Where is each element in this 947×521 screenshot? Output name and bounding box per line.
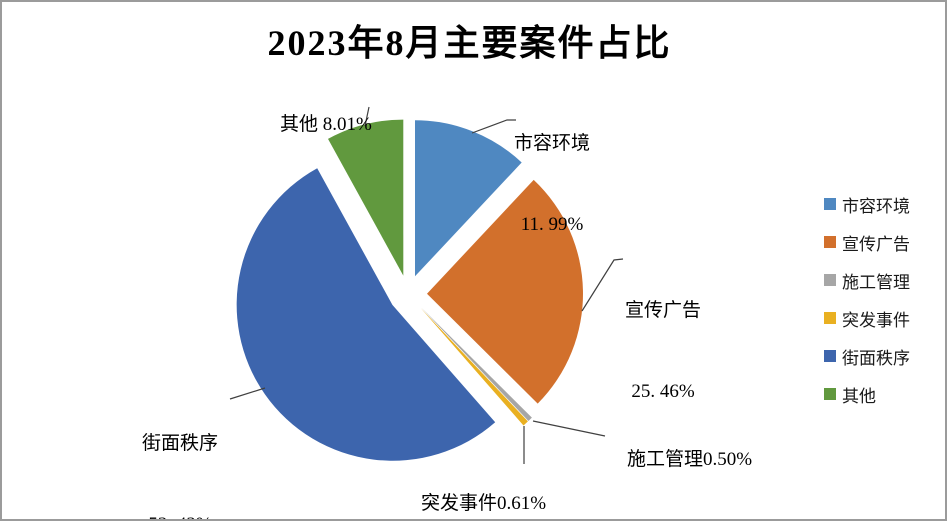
pie-slice-advertising — [427, 179, 583, 404]
legend-item-advertising: 宣传广告 — [824, 223, 910, 261]
leader-line-construction-mgmt — [532, 420, 606, 437]
data-label-value: 11. 99% — [520, 214, 584, 235]
leader-line-street-order — [229, 387, 266, 400]
data-label-category: 突发事件 — [421, 493, 498, 514]
data-label-other: 其他 8.01% — [261, 84, 372, 165]
data-label-city-appearance: 市容环境 11. 99% — [499, 76, 605, 292]
legend-label: 其他 — [842, 386, 876, 406]
leader-line-city-appearance — [471, 119, 516, 134]
legend-label: 街面秩序 — [842, 348, 910, 368]
data-label-street-order: 街面秩序 53. 43% — [136, 376, 224, 519]
data-label-category: 街面秩序 — [141, 433, 218, 454]
legend-swatch-icon — [824, 350, 836, 362]
legend-label: 宣传广告 — [842, 234, 910, 254]
legend-swatch-icon — [824, 388, 836, 400]
data-label-category: 施工管理 — [627, 449, 704, 470]
data-label-construction-mgmt: 施工管理0.50% — [608, 419, 752, 500]
chart-title: 2023年8月主要案件占比 — [267, 23, 672, 63]
legend-swatch-icon — [824, 236, 836, 248]
pie-slice-construction-mgmt — [421, 307, 532, 421]
data-label-category: 其他 — [280, 114, 319, 135]
leader-line-other — [364, 106, 370, 127]
legend-item-emergency: 突发事件 — [824, 299, 910, 337]
data-label-value: 25. 46% — [631, 381, 695, 402]
pie-slice-other — [328, 119, 404, 276]
data-label-value: 0.50% — [703, 449, 753, 470]
legend-label: 施工管理 — [842, 272, 910, 292]
data-label-advertising: 宣传广告 25. 46% — [614, 243, 712, 459]
pie-slice-city-appearance — [415, 120, 522, 277]
data-label-emergency: 突发事件0.61% — [402, 463, 547, 519]
data-label-category: 市容环境 — [513, 133, 590, 154]
pie-slice-street-order — [236, 168, 496, 461]
legend-item-construction-mgmt: 施工管理 — [824, 261, 910, 299]
legend-item-other: 其他 — [824, 375, 910, 413]
legend: 市容环境 宣传广告 施工管理 突发事件 街面秩序 其他 — [824, 185, 910, 413]
pie-slice-emergency — [420, 308, 528, 426]
legend-item-city-appearance: 市容环境 — [824, 185, 910, 223]
legend-swatch-icon — [824, 274, 836, 286]
legend-item-street-order: 街面秩序 — [824, 337, 910, 375]
data-label-value: 8.01% — [318, 114, 372, 135]
legend-swatch-icon — [824, 198, 836, 210]
data-label-category: 宣传广告 — [624, 300, 701, 321]
legend-label: 市容环境 — [842, 196, 910, 216]
leader-line-advertising — [581, 258, 624, 312]
legend-swatch-icon — [824, 312, 836, 324]
data-label-value: 0.61% — [497, 493, 547, 514]
data-label-value: 53. 43% — [136, 511, 224, 519]
legend-label: 突发事件 — [842, 310, 910, 330]
